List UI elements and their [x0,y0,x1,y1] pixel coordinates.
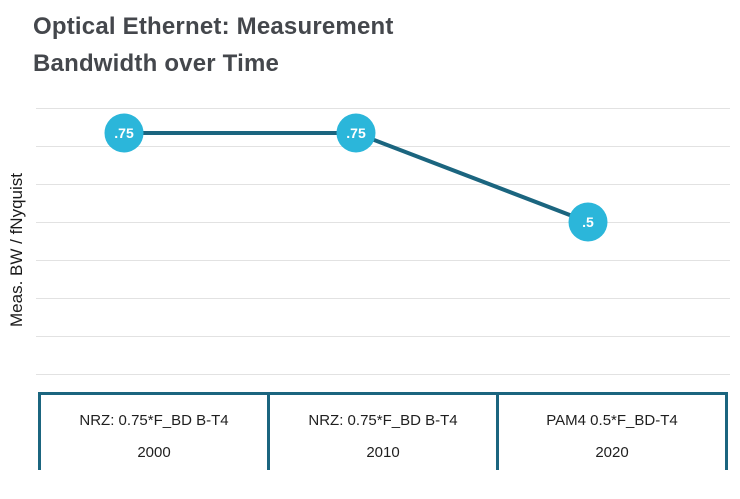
x-axis-cell-label: NRZ: 0.75*F_BD B-T4 [79,412,229,429]
gridline [36,108,730,109]
chart-title-line-2: Bandwidth over Time [33,50,280,77]
data-point [568,202,608,242]
x-axis-table: NRZ: 0.75*F_BD B-T4 2000 NRZ: 0.75*F_BD … [38,392,728,470]
x-axis-cell-2000: NRZ: 0.75*F_BD B-T4 2000 [38,395,270,470]
gridline [36,298,730,299]
gridline [36,146,730,147]
gridline [36,260,730,261]
x-axis-cell-label: NRZ: 0.75*F_BD B-T4 [308,412,458,429]
data-point [104,113,144,153]
point-label: .75 [346,125,366,141]
gridline [36,222,730,223]
chart-title: Optical Ethernet: Measurement Bandwidth … [33,8,394,82]
point-label: .75 [114,125,134,141]
x-axis-cell-2020: PAM4 0.5*F_BD-T4 2020 [499,395,728,470]
gridline [36,336,730,337]
x-axis-cell-label: PAM4 0.5*F_BD-T4 [546,412,678,429]
gridline [36,374,730,375]
x-axis-cell-year: 2020 [595,444,629,461]
x-axis-cell-year: 2000 [137,444,171,461]
gridline [36,184,730,185]
line-series: .75 .75 .5 [104,113,608,242]
data-point [336,113,376,153]
point-label: .5 [582,214,594,230]
y-axis-label: Meas. BW / fNyquist [7,173,26,327]
chart-title-line-1: Optical Ethernet: Measurement [33,13,394,40]
x-axis-cell-2010: NRZ: 0.75*F_BD B-T4 2010 [270,395,499,470]
x-axis-cell-year: 2010 [366,444,400,461]
plot-area: .75 .75 .5 [36,108,730,375]
